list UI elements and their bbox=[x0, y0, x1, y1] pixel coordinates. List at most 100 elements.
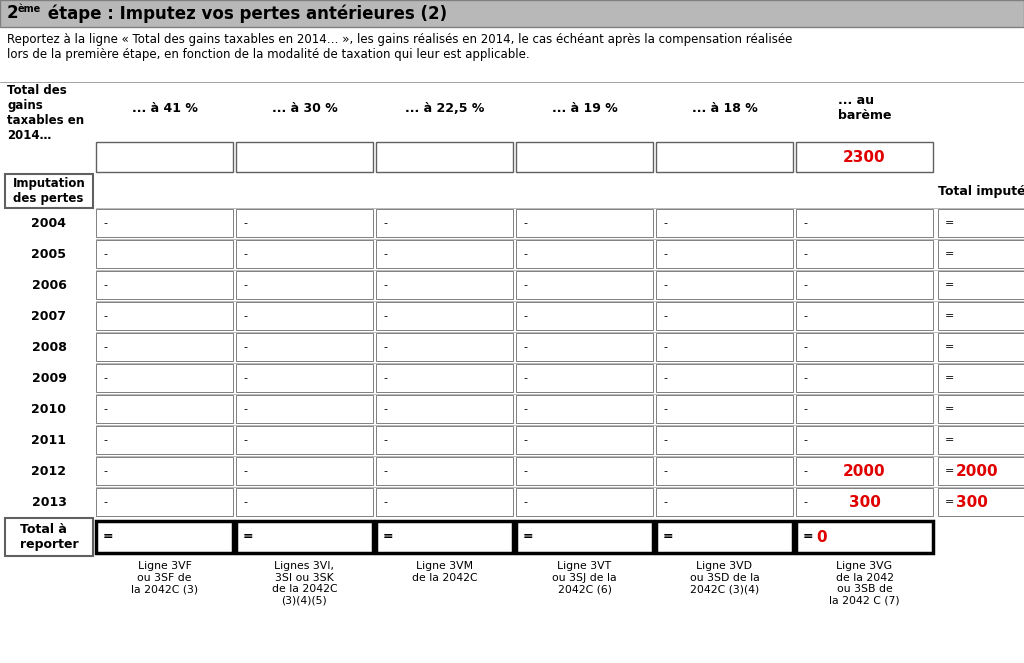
Bar bbox=[938, 240, 1024, 268]
Bar bbox=[796, 488, 933, 516]
Text: =: = bbox=[945, 497, 954, 507]
Text: =: = bbox=[945, 343, 954, 353]
Text: 2013: 2013 bbox=[32, 496, 67, 509]
Text: =: = bbox=[243, 530, 254, 544]
Text: -: - bbox=[663, 404, 667, 414]
Text: =: = bbox=[945, 219, 954, 229]
Text: =: = bbox=[945, 404, 954, 414]
Bar bbox=[96, 521, 233, 553]
Text: Ligne 3VD
ou 3SD de la
2042C (3)(4): Ligne 3VD ou 3SD de la 2042C (3)(4) bbox=[689, 561, 760, 594]
Text: -: - bbox=[383, 312, 387, 322]
Bar bbox=[96, 364, 233, 392]
Bar bbox=[796, 240, 933, 268]
Bar bbox=[656, 364, 793, 392]
Bar bbox=[516, 488, 653, 516]
Bar bbox=[656, 521, 793, 553]
Bar bbox=[96, 333, 233, 361]
Text: Reportez à la ligne « Total des gains taxables en 2014… », les gains réalisés en: Reportez à la ligne « Total des gains ta… bbox=[7, 33, 793, 61]
Text: -: - bbox=[103, 404, 106, 414]
Bar bbox=[236, 364, 373, 392]
Text: -: - bbox=[663, 373, 667, 383]
Text: -: - bbox=[103, 343, 106, 353]
Bar bbox=[938, 488, 1024, 516]
Bar bbox=[516, 521, 653, 553]
Text: 2011: 2011 bbox=[32, 434, 67, 447]
Text: -: - bbox=[103, 467, 106, 477]
Bar bbox=[236, 457, 373, 485]
Text: -: - bbox=[803, 497, 807, 507]
Text: ... à 41 %: ... à 41 % bbox=[131, 101, 198, 115]
Text: 2009: 2009 bbox=[32, 372, 67, 385]
Text: -: - bbox=[383, 280, 387, 290]
Text: -: - bbox=[663, 436, 667, 446]
Bar bbox=[236, 142, 373, 172]
Bar bbox=[376, 488, 513, 516]
Text: -: - bbox=[523, 343, 527, 353]
Text: -: - bbox=[663, 280, 667, 290]
Text: -: - bbox=[803, 373, 807, 383]
Text: -: - bbox=[383, 467, 387, 477]
Bar bbox=[96, 302, 233, 330]
Text: 2300: 2300 bbox=[843, 149, 886, 164]
Text: =: = bbox=[803, 530, 814, 544]
Text: 2010: 2010 bbox=[32, 403, 67, 416]
Text: =: = bbox=[945, 249, 954, 259]
Text: ... au
barème: ... au barème bbox=[838, 94, 891, 122]
Bar bbox=[96, 271, 233, 299]
Text: -: - bbox=[243, 312, 247, 322]
Bar bbox=[236, 302, 373, 330]
Text: ... à 19 %: ... à 19 % bbox=[552, 101, 617, 115]
Text: -: - bbox=[803, 404, 807, 414]
Bar bbox=[236, 426, 373, 454]
Bar bbox=[796, 521, 933, 553]
Bar bbox=[938, 426, 1024, 454]
Text: Ligne 3VM
de la 2042C: Ligne 3VM de la 2042C bbox=[412, 561, 477, 583]
Text: =: = bbox=[663, 530, 674, 544]
Text: -: - bbox=[803, 467, 807, 477]
Bar bbox=[656, 488, 793, 516]
Text: 2000: 2000 bbox=[956, 464, 998, 479]
Text: -: - bbox=[523, 219, 527, 229]
Bar bbox=[516, 364, 653, 392]
Bar bbox=[376, 209, 513, 237]
Text: -: - bbox=[523, 280, 527, 290]
Bar bbox=[796, 142, 933, 172]
Bar bbox=[656, 271, 793, 299]
Bar bbox=[96, 488, 233, 516]
Text: -: - bbox=[383, 404, 387, 414]
Bar bbox=[376, 364, 513, 392]
Text: -: - bbox=[243, 404, 247, 414]
Bar bbox=[96, 240, 233, 268]
Text: -: - bbox=[663, 219, 667, 229]
Text: -: - bbox=[523, 373, 527, 383]
Bar bbox=[376, 302, 513, 330]
Bar bbox=[796, 395, 933, 423]
Text: -: - bbox=[803, 280, 807, 290]
Bar bbox=[0, 0, 1024, 27]
Bar bbox=[236, 271, 373, 299]
Bar bbox=[376, 271, 513, 299]
Text: 2007: 2007 bbox=[32, 310, 67, 323]
Bar bbox=[516, 333, 653, 361]
Text: -: - bbox=[803, 249, 807, 259]
Text: -: - bbox=[243, 467, 247, 477]
Text: -: - bbox=[803, 343, 807, 353]
Text: -: - bbox=[103, 219, 106, 229]
Bar bbox=[656, 426, 793, 454]
Text: Total des
gains
taxables en
2014…: Total des gains taxables en 2014… bbox=[7, 84, 84, 142]
Text: 2012: 2012 bbox=[32, 465, 67, 478]
Bar bbox=[236, 333, 373, 361]
Bar bbox=[96, 395, 233, 423]
Text: ème: ème bbox=[18, 5, 41, 15]
Text: -: - bbox=[243, 373, 247, 383]
Bar bbox=[236, 240, 373, 268]
Text: -: - bbox=[663, 249, 667, 259]
Text: 2004: 2004 bbox=[32, 217, 67, 230]
Text: -: - bbox=[103, 373, 106, 383]
Bar bbox=[938, 364, 1024, 392]
Text: -: - bbox=[243, 436, 247, 446]
Bar bbox=[938, 302, 1024, 330]
Text: -: - bbox=[523, 497, 527, 507]
Bar bbox=[376, 457, 513, 485]
Bar bbox=[376, 521, 513, 553]
